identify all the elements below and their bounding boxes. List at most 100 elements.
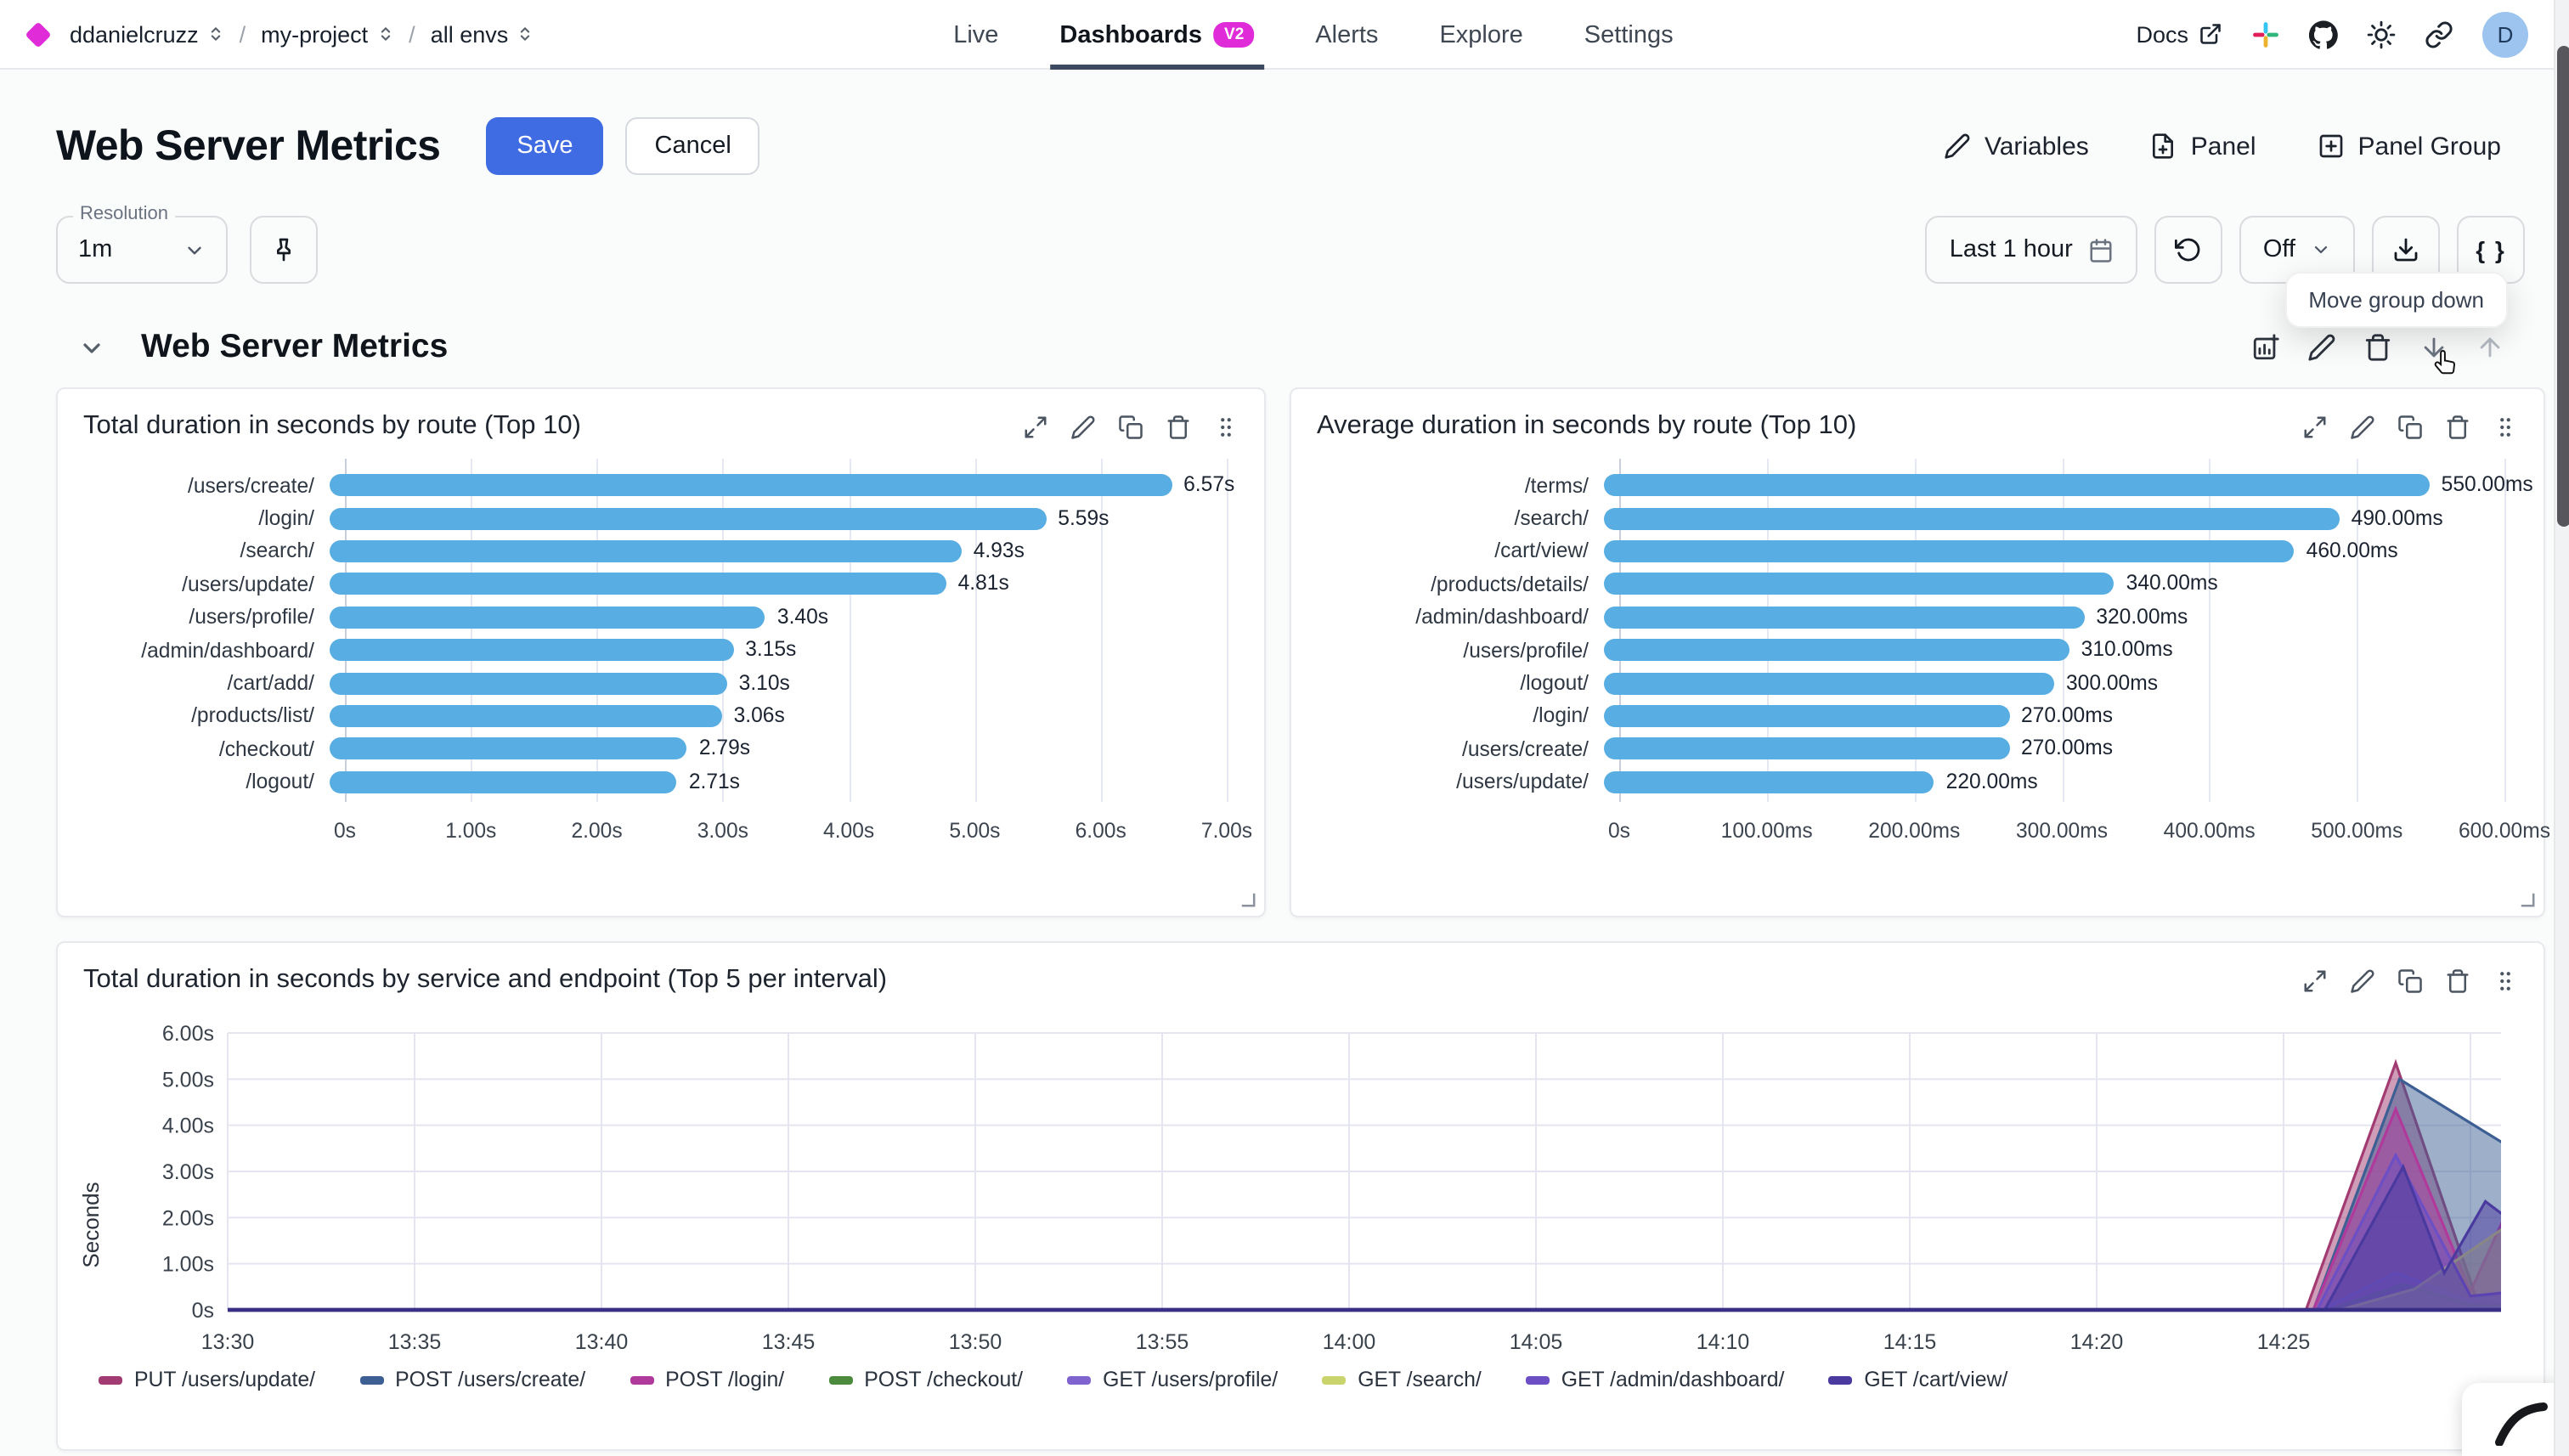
variables-button[interactable]: Variables bbox=[1944, 132, 2089, 161]
page-scrollbar[interactable] bbox=[2554, 0, 2569, 1456]
legend-item[interactable]: GET /cart/view/ bbox=[1828, 1368, 2007, 1391]
drag-handle-icon[interactable] bbox=[1213, 414, 1239, 439]
bar[interactable] bbox=[1604, 606, 2085, 629]
series-area[interactable] bbox=[228, 1076, 2519, 1312]
brand-logo-icon bbox=[25, 20, 52, 48]
bar[interactable] bbox=[1604, 474, 2430, 497]
series-area[interactable] bbox=[228, 1105, 2519, 1312]
add-panel-group-button[interactable]: Panel Group bbox=[2318, 132, 2501, 161]
bar-row: /login/5.59s bbox=[78, 502, 1227, 535]
duplicate-panel-icon[interactable] bbox=[1118, 414, 1143, 439]
expand-icon[interactable] bbox=[2302, 968, 2328, 993]
edit-panel-icon[interactable] bbox=[2350, 968, 2375, 993]
env-selector[interactable]: all envs bbox=[431, 21, 534, 47]
bar[interactable] bbox=[330, 539, 962, 562]
duplicate-panel-icon[interactable] bbox=[2397, 968, 2423, 993]
bar[interactable] bbox=[1604, 672, 2054, 695]
series-area[interactable] bbox=[228, 1058, 2519, 1312]
github-icon[interactable] bbox=[2309, 20, 2338, 48]
delete-panel-icon[interactable] bbox=[1166, 414, 1191, 439]
bar-value-label: 550.00ms bbox=[2441, 472, 2533, 497]
chart-gridlines bbox=[345, 459, 1228, 802]
legend-swatch-icon bbox=[1322, 1375, 1347, 1384]
bar-category-label: /admin/dashboard/ bbox=[141, 638, 314, 663]
drag-handle-icon[interactable] bbox=[2493, 968, 2518, 993]
bar[interactable] bbox=[330, 639, 734, 662]
bar[interactable] bbox=[330, 606, 765, 629]
v2-badge: V2 bbox=[1214, 22, 1255, 48]
bar[interactable] bbox=[330, 507, 1047, 530]
delete-panel-icon[interactable] bbox=[2445, 414, 2470, 439]
x-tick-label: 14:15 bbox=[1883, 1330, 1937, 1354]
bar-category-label: /users/create/ bbox=[188, 473, 314, 498]
bar-row: /logout/300.00ms bbox=[1312, 667, 2504, 700]
bar[interactable] bbox=[330, 737, 687, 760]
bar[interactable] bbox=[1604, 737, 2009, 760]
bar[interactable] bbox=[1604, 639, 2069, 662]
drag-handle-icon[interactable] bbox=[2493, 414, 2518, 439]
share-link-icon[interactable] bbox=[2425, 20, 2453, 48]
time-range-button[interactable]: Last 1 hour bbox=[1925, 216, 2137, 284]
tab-settings[interactable]: Settings bbox=[1584, 21, 1674, 48]
add-chart-icon[interactable] bbox=[2251, 333, 2280, 362]
expand-icon[interactable] bbox=[2302, 414, 2328, 439]
bar[interactable] bbox=[1604, 507, 2340, 530]
bar-row: /login/270.00ms bbox=[1312, 699, 2504, 732]
resolution-select[interactable]: Resolution 1m bbox=[56, 204, 228, 284]
avatar[interactable]: D bbox=[2482, 11, 2528, 57]
bar[interactable] bbox=[330, 474, 1172, 497]
move-group-up-button[interactable] bbox=[2476, 333, 2504, 362]
project-selector[interactable]: my-project bbox=[261, 21, 393, 47]
slack-icon[interactable] bbox=[2251, 20, 2280, 48]
theme-sun-icon[interactable] bbox=[2367, 20, 2396, 48]
legend-item[interactable]: GET /users/profile/ bbox=[1067, 1368, 1278, 1391]
bar[interactable] bbox=[1604, 539, 2295, 562]
chat-widget-button[interactable] bbox=[2462, 1383, 2569, 1456]
legend-item[interactable]: POST /login/ bbox=[630, 1368, 784, 1391]
legend-item[interactable]: GET /search/ bbox=[1322, 1368, 1482, 1391]
legend-item[interactable]: GET /admin/dashboard/ bbox=[1525, 1368, 1784, 1391]
tab-alerts[interactable]: Alerts bbox=[1315, 21, 1379, 48]
org-selector[interactable]: ddanielcruzz bbox=[70, 21, 224, 47]
bar[interactable] bbox=[1604, 770, 1934, 793]
delete-panel-icon[interactable] bbox=[2445, 968, 2470, 993]
collapse-chevron-icon[interactable] bbox=[78, 334, 105, 361]
move-group-down-button[interactable] bbox=[2419, 333, 2456, 375]
docs-link[interactable]: Docs bbox=[2136, 21, 2222, 47]
resize-handle-icon[interactable] bbox=[2520, 892, 2535, 907]
series-area[interactable] bbox=[228, 1283, 2519, 1312]
bar[interactable] bbox=[330, 704, 722, 727]
gridline bbox=[1619, 459, 1621, 802]
edit-panel-icon[interactable] bbox=[1070, 414, 1096, 439]
edit-group-icon[interactable] bbox=[2307, 333, 2336, 362]
tab-live[interactable]: Live bbox=[953, 21, 999, 48]
series-area[interactable] bbox=[228, 1152, 2519, 1312]
pin-button[interactable] bbox=[250, 216, 318, 284]
refresh-button[interactable] bbox=[2154, 216, 2222, 284]
legend-item[interactable]: POST /checkout/ bbox=[828, 1368, 1023, 1391]
bar-row: /users/update/220.00ms bbox=[1312, 765, 2504, 799]
bar[interactable] bbox=[1604, 704, 2009, 727]
chevron-down-icon bbox=[188, 245, 201, 254]
delete-group-icon[interactable] bbox=[2363, 333, 2392, 362]
series-area[interactable] bbox=[228, 1271, 2519, 1312]
bar-category-label: /terms/ bbox=[1524, 473, 1589, 498]
bar[interactable] bbox=[330, 672, 727, 695]
bar-track: 2.71s bbox=[330, 770, 1227, 793]
tab-explore[interactable]: Explore bbox=[1439, 21, 1523, 48]
save-button[interactable]: Save bbox=[486, 117, 604, 175]
tab-dashboards[interactable]: Dashboards V2 bbox=[1049, 0, 1266, 70]
scrollbar-thumb[interactable] bbox=[2557, 46, 2569, 527]
cancel-button[interactable]: Cancel bbox=[625, 117, 760, 175]
series-area[interactable] bbox=[228, 1163, 2519, 1312]
expand-icon[interactable] bbox=[1023, 414, 1048, 439]
bar[interactable] bbox=[330, 770, 677, 793]
legend-item[interactable]: PUT /users/update/ bbox=[99, 1368, 315, 1391]
bar[interactable] bbox=[330, 573, 946, 595]
edit-panel-icon[interactable] bbox=[2350, 414, 2375, 439]
add-panel-button[interactable]: Panel bbox=[2150, 132, 2256, 161]
bar[interactable] bbox=[1604, 573, 2114, 595]
duplicate-panel-icon[interactable] bbox=[2397, 414, 2423, 439]
resize-handle-icon[interactable] bbox=[1240, 892, 1256, 907]
legend-item[interactable]: POST /users/create/ bbox=[359, 1368, 585, 1391]
